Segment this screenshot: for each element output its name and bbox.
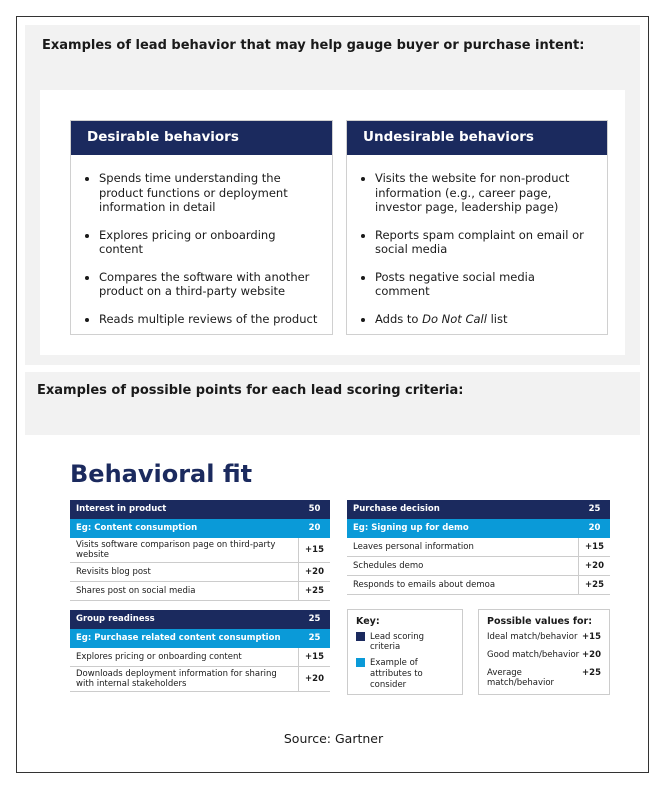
cell-label: Group readiness xyxy=(70,610,299,629)
cell-label: Revisits blog post xyxy=(70,562,299,582)
pv-row: Ideal match/behavior +15 xyxy=(487,632,601,642)
table-row: Visits software comparison page on third… xyxy=(70,537,330,563)
cell-value: +25 xyxy=(298,581,330,601)
table-row: Group readiness 25 xyxy=(70,610,330,629)
list-item: Spends time understanding the product fu… xyxy=(99,171,318,215)
pv-value: +20 xyxy=(582,650,601,660)
table-row: Shares post on social media +25 xyxy=(70,581,330,601)
key-item: Example of attributes to consider xyxy=(370,658,423,690)
cell-label: Eg: Content consumption xyxy=(70,518,299,538)
cell-label: Schedules demo xyxy=(347,556,579,576)
table-row: Eg: Content consumption 20 xyxy=(70,518,330,538)
pv-value: +15 xyxy=(582,632,601,642)
list-item: Visits the website for non-product infor… xyxy=(375,171,593,215)
cell-value: 20 xyxy=(298,518,330,538)
heading: Examples of possible points for each lea… xyxy=(37,383,464,398)
item-text: Adds to xyxy=(375,311,423,326)
item-text: Explores pricing or onboarding content xyxy=(99,227,276,257)
list-item: Reads multiple reviews of the product xyxy=(99,312,318,327)
cell-value: +15 xyxy=(298,647,330,667)
column: Undesirable behaviors Visits the website … xyxy=(346,120,608,335)
swatch xyxy=(356,632,365,641)
cell-value: +20 xyxy=(298,666,330,692)
list-item: Explores pricing or onboarding content xyxy=(99,228,318,257)
list: Visits the website for non-product infor… xyxy=(347,171,607,326)
table-row: Downloads deployment information for sha… xyxy=(70,666,330,692)
cell-value: 25 xyxy=(578,500,610,519)
score-table: Interest in product 50 Eg: Content consump… xyxy=(70,500,330,601)
item-text: Visits the website for non-product infor… xyxy=(375,171,570,214)
table-row: Schedules demo +20 xyxy=(347,556,610,576)
cell-label: Purchase decision xyxy=(347,500,579,519)
possible-values: Possible values for: Ideal match/behavio… xyxy=(478,609,610,695)
cell-label: Explores pricing or onboarding content xyxy=(70,647,299,667)
key-item: Lead scoring criteria xyxy=(370,632,425,652)
cell-value: +15 xyxy=(578,537,610,557)
table-row: Eg: Purchase related content consumption… xyxy=(70,628,330,648)
cell-label: Interest in product xyxy=(70,500,299,519)
item-emphasis: Do Not Call xyxy=(422,311,487,326)
pv-row: Average match/behavior +25 xyxy=(487,668,601,688)
cell-label: Eg: Purchase related content consumption xyxy=(70,628,299,648)
score-table: Purchase decision 25 Eg: Signing up for de… xyxy=(347,500,610,595)
table-row: Explores pricing or onboarding content +1… xyxy=(70,647,330,667)
cell-value: +20 xyxy=(578,556,610,576)
pv-title: Possible values for: xyxy=(487,616,593,627)
title: Behavioral fit xyxy=(70,460,253,488)
item-text: Reports spam complaint on email or socia… xyxy=(375,227,584,257)
cell-value: 50 xyxy=(298,500,330,519)
cell-label: Responds to emails about demoa xyxy=(347,575,579,595)
list-item: Adds to Do Not Call list xyxy=(375,312,593,327)
cell-value: 25 xyxy=(298,628,330,648)
table-row: Interest in product 50 xyxy=(70,500,330,519)
score-table: Group readiness 25 Eg: Purchase related co… xyxy=(70,610,330,692)
cell-label: Visits software comparison page on third… xyxy=(70,537,299,563)
list-item: Posts negative social media comment xyxy=(375,270,593,299)
list-item: Reports spam complaint on email or socia… xyxy=(375,228,593,257)
cell-label: Eg: Signing up for demo xyxy=(347,518,579,538)
cell-value: +20 xyxy=(298,562,330,582)
column-title: Desirable behaviors xyxy=(71,121,332,155)
column-title: Undesirable behaviors xyxy=(347,121,607,155)
table-row: Eg: Signing up for demo 20 xyxy=(347,518,610,538)
table-row: Responds to emails about demoa +25 xyxy=(347,575,610,595)
pv-value: +25 xyxy=(582,668,601,678)
key: Key: Lead scoring criteria Example of at… xyxy=(347,609,463,695)
table-row: Purchase decision 25 xyxy=(347,500,610,519)
cell-label: Downloads deployment information for sha… xyxy=(70,666,299,692)
key-title: Key: xyxy=(356,616,380,627)
item-text: Posts negative social media comment xyxy=(375,269,535,299)
list: Spends time understanding the product fu… xyxy=(71,171,332,326)
swatch xyxy=(356,658,365,667)
item-text: list xyxy=(486,311,508,326)
source: Source: Gartner xyxy=(283,731,384,746)
table-row: Leaves personal information +15 xyxy=(347,537,610,557)
frame xyxy=(16,16,649,773)
panel-2 xyxy=(25,372,640,435)
item-text: Compares the software with another produ… xyxy=(99,269,310,299)
list-item: Compares the software with another produ… xyxy=(99,270,318,299)
table-row: Revisits blog post +20 xyxy=(70,562,330,582)
cell-value: +25 xyxy=(578,575,610,595)
pv-label: Average match/behavior xyxy=(487,668,555,688)
cell-label: Leaves personal information xyxy=(347,537,579,557)
pv-row: Good match/behavior +20 xyxy=(487,650,601,660)
cell-value: 25 xyxy=(298,610,330,629)
cell-value: 20 xyxy=(578,518,610,538)
heading: Examples of lead behavior that may help … xyxy=(42,38,585,53)
cell-value: +15 xyxy=(298,537,330,563)
column: Desirable behaviors Spends time understan… xyxy=(70,120,333,335)
pv-label: Ideal match/behavior xyxy=(487,632,578,642)
item-text: Reads multiple reviews of the product xyxy=(99,311,318,326)
item-text: Spends time understanding the product fu… xyxy=(99,171,288,214)
pv-label: Good match/behavior xyxy=(487,650,580,660)
cell-label: Shares post on social media xyxy=(70,581,299,601)
